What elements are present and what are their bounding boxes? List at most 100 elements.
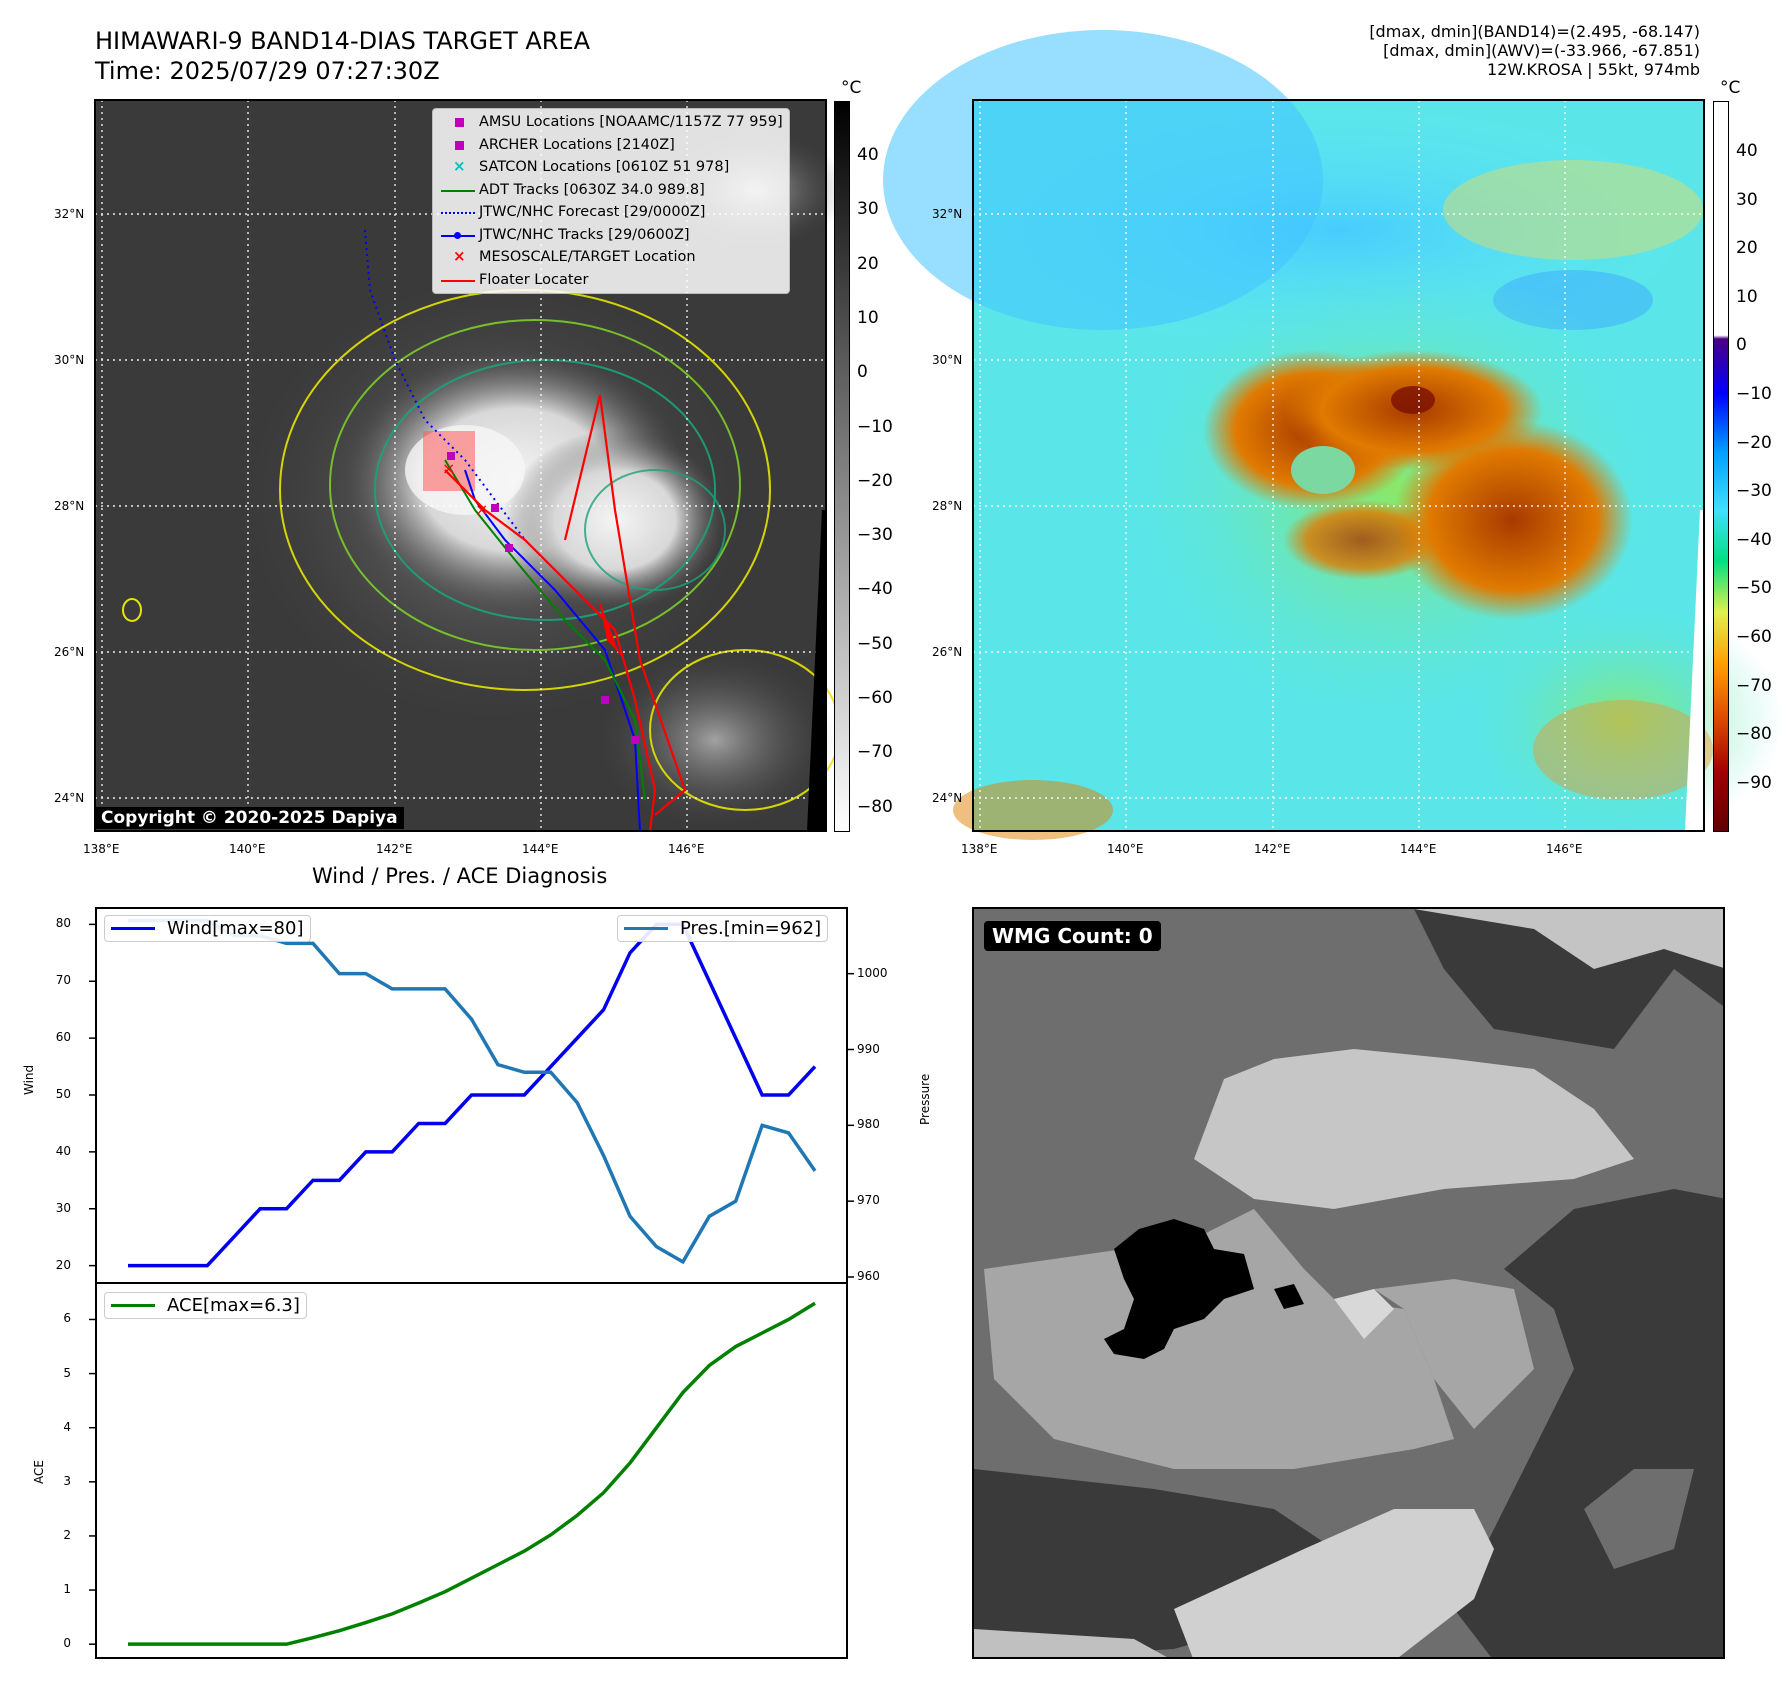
colorbar-tick: 20 — [857, 253, 879, 274]
wv-lon-tick: 140°E — [1107, 842, 1144, 856]
wv-lat-tick: 32°N — [932, 207, 963, 221]
ir-lon-tick: 140°E — [229, 842, 266, 856]
axis-tick-label: 1 — [63, 1582, 71, 1597]
axis-tick-label: 980 — [857, 1117, 880, 1132]
wmg-panel: WMG Count: 0 — [972, 907, 1725, 1659]
wv-lat-tick: 24°N — [932, 791, 963, 805]
ir-lat-tick: 32°N — [54, 207, 85, 221]
colorbar-tick: 20 — [1736, 238, 1758, 259]
ir-lon-tick: 146°E — [668, 842, 705, 856]
colorbar-tick: −50 — [1736, 578, 1772, 599]
colorbar-tick: 40 — [857, 145, 879, 165]
colorbar-tick: 40 — [1736, 141, 1758, 161]
wind-legend: Wind[max=80] — [104, 915, 311, 942]
pressure-axis-label: Pressure — [918, 1073, 932, 1125]
legend-item-amsu: AMSU Locations [NOAAMC/1157Z 77 959] — [439, 111, 783, 134]
colorbar-tick: 10 — [1736, 286, 1758, 307]
wv-lat-tick: 28°N — [932, 499, 963, 513]
ace-chart — [89, 1282, 848, 1659]
axis-tick-label: 60 — [55, 1030, 71, 1045]
axis-tick-label: 970 — [857, 1193, 880, 1208]
wv-lat-tick: 26°N — [932, 645, 963, 659]
wv-lon-tick: 144°E — [1400, 842, 1437, 856]
wv-map-panel — [883, 30, 1783, 840]
legend-item-archer: ARCHER Locations [2140Z] — [439, 134, 783, 157]
axis-tick-label: 40 — [55, 1143, 71, 1158]
axis-tick-label: 4 — [63, 1419, 71, 1434]
colorbar-tick: 0 — [857, 362, 868, 383]
ir-map-panel: × × AMSU Locations [NOAAMC/1157Z 77 959]… — [94, 99, 845, 832]
legend-label: JTWC/NHC Tracks [29/0600Z] — [479, 226, 690, 243]
legend-item-adt: ADT Tracks [0630Z 34.0 989.8] — [439, 179, 783, 202]
legend-label: Floater Locater — [479, 271, 589, 288]
ace-axis-label: ACE — [32, 1460, 46, 1484]
ace-series-line — [128, 1301, 816, 1646]
colorbar-tick: 30 — [1736, 189, 1758, 210]
square-marker-icon — [439, 114, 479, 130]
svg-text:×: × — [475, 500, 488, 519]
wv-colorbar — [1713, 101, 1729, 832]
colorbar-tick: −60 — [857, 688, 893, 708]
wmg-image — [974, 909, 1723, 1657]
colorbar-tick: −10 — [857, 416, 893, 437]
colorbar-tick: −70 — [1736, 675, 1772, 696]
axis-tick-label: 80 — [55, 916, 71, 931]
axis-tick-label: 2 — [63, 1527, 71, 1542]
axis-tick-label: 0 — [63, 1636, 71, 1651]
colorbar-tick: 0 — [1736, 335, 1747, 356]
ir-lon-tick: 142°E — [376, 842, 413, 856]
ace-chart-frame — [95, 1282, 848, 1659]
wind-legend-line-icon — [111, 927, 155, 930]
line-dot-icon — [439, 227, 479, 243]
ir-lat-tick: 28°N — [54, 499, 85, 513]
colorbar-tick: −90 — [1736, 772, 1772, 793]
colorbar-tick: −10 — [1736, 384, 1772, 404]
colorbar-tick: −40 — [857, 579, 893, 600]
colorbar-tick: 30 — [857, 199, 879, 220]
axis-tick-label: 70 — [55, 973, 71, 988]
colorbar-tick: −30 — [857, 525, 893, 546]
colorbar-tick: −20 — [1736, 432, 1772, 453]
ir-colorbar-unit: °C — [841, 78, 862, 98]
wv-lon-tick: 146°E — [1546, 842, 1583, 856]
legend-label: JTWC/NHC Forecast [29/0000Z] — [479, 204, 706, 221]
pressure-series-line — [128, 918, 817, 1265]
ir-colorbar — [834, 101, 850, 832]
colorbar-tick: −50 — [857, 633, 893, 654]
wv-lon-tick: 142°E — [1254, 842, 1291, 856]
ir-lat-tick: 30°N — [54, 353, 85, 367]
x-marker-icon: × — [453, 157, 466, 176]
colorbar-tick: −80 — [1736, 724, 1772, 745]
legend-label: MESOSCALE/TARGET Location — [479, 249, 696, 266]
legend-label: ADT Tracks [0630Z 34.0 989.8] — [479, 181, 705, 198]
colorbar-tick: −20 — [857, 470, 893, 491]
wmg-count-badge: WMG Count: 0 — [984, 921, 1161, 951]
ir-lon-tick: 138°E — [83, 842, 120, 856]
pressure-legend-label: Pres.[min=962] — [680, 918, 822, 939]
legend-item-jtwc-forecast: JTWC/NHC Forecast [29/0000Z] — [439, 201, 783, 224]
band14-range-text: [dmax, dmin](BAND14)=(2.495, -68.147) — [1369, 22, 1700, 41]
axis-tick-label: 6 — [63, 1311, 71, 1326]
colorbar-tick: −70 — [857, 742, 893, 763]
axis-tick-label: 50 — [55, 1087, 71, 1101]
solid-line-icon — [439, 272, 479, 288]
wind-series-line — [128, 922, 817, 1268]
awv-range-text: [dmax, dmin](AWV)=(-33.966, -67.851) — [1383, 41, 1700, 60]
ace-legend-line-icon — [111, 1304, 155, 1307]
ir-lat-tick: 24°N — [54, 791, 85, 805]
legend-item-satcon: × SATCON Locations [0610Z 51 978] — [439, 156, 783, 179]
wind-legend-label: Wind[max=80] — [167, 918, 304, 939]
legend-label: AMSU Locations [NOAAMC/1157Z 77 959] — [479, 114, 783, 131]
ace-legend-label: ACE[max=6.3] — [167, 1295, 300, 1316]
pressure-legend: Pres.[min=962] — [617, 915, 829, 942]
colorbar-tick: −60 — [1736, 627, 1772, 647]
ir-lon-tick: 144°E — [522, 842, 559, 856]
axis-tick-label: 990 — [857, 1041, 880, 1056]
svg-text:×: × — [442, 459, 455, 478]
figure-time: Time: 2025/07/29 07:27:30Z — [95, 57, 440, 85]
wv-lat-tick: 30°N — [932, 353, 963, 367]
wind-pressure-chart — [89, 907, 854, 1284]
solid-line-icon — [439, 182, 479, 198]
ir-lat-tick: 26°N — [54, 645, 85, 659]
axis-tick-label: 960 — [857, 1269, 880, 1283]
